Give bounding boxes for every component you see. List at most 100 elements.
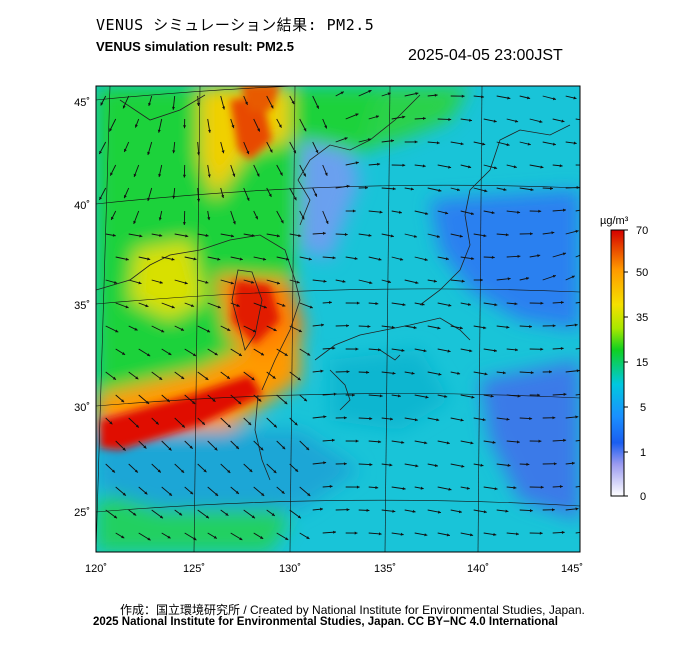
wind-arrowhead-25 — [208, 129, 211, 133]
lon-label-135: 135˚ — [374, 563, 396, 575]
wind-arrowhead-152 — [239, 257, 243, 261]
wind-arrowhead-290 — [517, 394, 521, 398]
wind-arrowhead-87 — [172, 195, 176, 199]
wind-arrowhead-239 — [307, 352, 311, 356]
wind-arrowhead-278 — [238, 401, 242, 405]
wind-arrowhead-177 — [323, 279, 327, 283]
wind-arrowhead-270 — [530, 371, 534, 375]
wind-arrowhead-255 — [181, 376, 185, 379]
wind-arrowhead-181 — [415, 281, 419, 284]
wind-arrowhead-91 — [268, 193, 272, 197]
wind-arrow-125 — [575, 209, 580, 212]
wind-arrowhead-0 — [100, 102, 104, 106]
wind-arrowhead-148 — [147, 257, 151, 261]
wind-arrowhead-52 — [344, 137, 348, 141]
wind-arrowhead-266 — [438, 372, 442, 376]
wind-arrowhead-43 — [124, 148, 127, 152]
wind-arrowhead-232 — [147, 353, 151, 357]
wind-arrowhead-401 — [167, 535, 171, 539]
wind-arrowhead-240 — [332, 346, 336, 350]
wind-arrowhead-340 — [203, 469, 207, 473]
wind-arrowhead-364 — [281, 490, 285, 494]
wind-arrowhead-115 — [352, 209, 356, 213]
wind-arrowhead-369 — [402, 487, 406, 491]
wind-arrow-251 — [575, 347, 580, 350]
wind-arrowhead-151 — [217, 257, 221, 261]
wind-arrowhead-316 — [143, 445, 147, 449]
wind-arrowhead-42 — [99, 150, 102, 155]
concentration-field — [96, 86, 580, 552]
wind-arrowhead-90 — [246, 197, 250, 201]
wind-arrowhead-165 — [537, 254, 541, 258]
wind-arrowhead-405 — [260, 536, 264, 539]
wind-arrowhead-32 — [375, 115, 379, 119]
wind-arrowhead-371 — [448, 487, 452, 491]
wind-arrowhead-10 — [340, 91, 344, 95]
wind-arrowhead-71 — [303, 173, 306, 177]
wind-arrowhead-70 — [279, 172, 283, 176]
wind-arrowhead-34 — [422, 117, 426, 120]
wind-arrowhead-45 — [172, 150, 176, 154]
wind-arrowhead-311 — [506, 417, 510, 421]
wind-arrowhead-409 — [354, 531, 358, 535]
wind-arrowhead-205 — [494, 303, 498, 307]
wind-arrowhead-11 — [368, 90, 372, 93]
wind-arrowhead-394 — [483, 510, 487, 514]
wind-arrowhead-60 — [527, 142, 531, 146]
wind-arrowhead-145 — [551, 231, 555, 235]
wind-arrowhead-324 — [331, 438, 335, 442]
wind-arrowhead-218 — [298, 329, 302, 333]
wind-arrowhead-404 — [239, 537, 243, 540]
wind-arrowhead-54 — [391, 139, 394, 143]
wind-arrowhead-353 — [507, 463, 511, 467]
wind-arrowhead-81 — [540, 165, 544, 169]
wind-arrowhead-305 — [369, 417, 373, 421]
wind-arrowhead-49 — [269, 149, 273, 153]
credit-line-2: 2025 National Institute for Environmenta… — [93, 616, 558, 628]
wind-arrowhead-408 — [333, 530, 336, 534]
wind-arrowhead-16 — [481, 95, 484, 99]
credit-line-1: 作成：国立環境研究所 / Created by National Institu… — [120, 603, 585, 617]
wind-arrowhead-12 — [387, 92, 391, 96]
wind-arrowhead-118 — [425, 212, 429, 215]
wind-arrowhead-226 — [483, 326, 487, 330]
wind-arrowhead-112 — [280, 220, 284, 224]
wind-arrowhead-142 — [483, 234, 487, 238]
wind-arrowhead-306 — [390, 417, 393, 421]
wind-arrowhead-258 — [251, 377, 255, 381]
wind-arrowhead-248 — [515, 348, 518, 352]
wind-arrowhead-171 — [184, 281, 188, 285]
wind-arrowhead-252 — [112, 376, 116, 380]
wind-arrowhead-40 — [561, 119, 565, 123]
wind-arrowhead-321 — [260, 447, 264, 451]
wind-arrow-293 — [575, 393, 580, 396]
wind-arrowhead-287 — [444, 394, 448, 398]
wind-arrowhead-93 — [314, 193, 317, 197]
wind-arrowhead-3 — [172, 106, 175, 110]
wind-arrowhead-44 — [147, 151, 151, 155]
wind-arrowhead-230 — [574, 323, 578, 327]
wind-arrowhead-124 — [563, 208, 566, 212]
wind-arrowhead-192 — [190, 304, 195, 307]
wind-arrow-377 — [575, 485, 580, 488]
wind-arrowhead-333 — [538, 439, 542, 443]
wind-arrowhead-309 — [460, 418, 464, 422]
wind-arrowhead-207 — [540, 301, 544, 305]
wind-arrow-41 — [575, 118, 580, 121]
wind-arrowhead-200 — [375, 302, 379, 306]
wind-arrowhead-372 — [466, 486, 470, 490]
wind-arrowhead-92 — [293, 197, 297, 201]
wind-arrowhead-261 — [320, 369, 324, 373]
wind-arrowhead-378 — [113, 515, 117, 519]
wind-arrowhead-17 — [507, 96, 511, 100]
lat-label-30: 30˚ — [74, 402, 90, 414]
wind-arrowhead-129 — [185, 234, 189, 238]
wind-arrowhead-143 — [505, 233, 509, 237]
wind-arrowhead-356 — [571, 461, 575, 465]
colorbar-tick-35: 35 — [636, 312, 648, 324]
wind-arrowhead-320 — [235, 445, 239, 449]
wind-arrowhead-119 — [445, 211, 449, 215]
wind-arrowhead-326 — [378, 440, 382, 444]
wind-arrowhead-357 — [122, 492, 126, 496]
wind-arrowhead-386 — [297, 515, 301, 519]
